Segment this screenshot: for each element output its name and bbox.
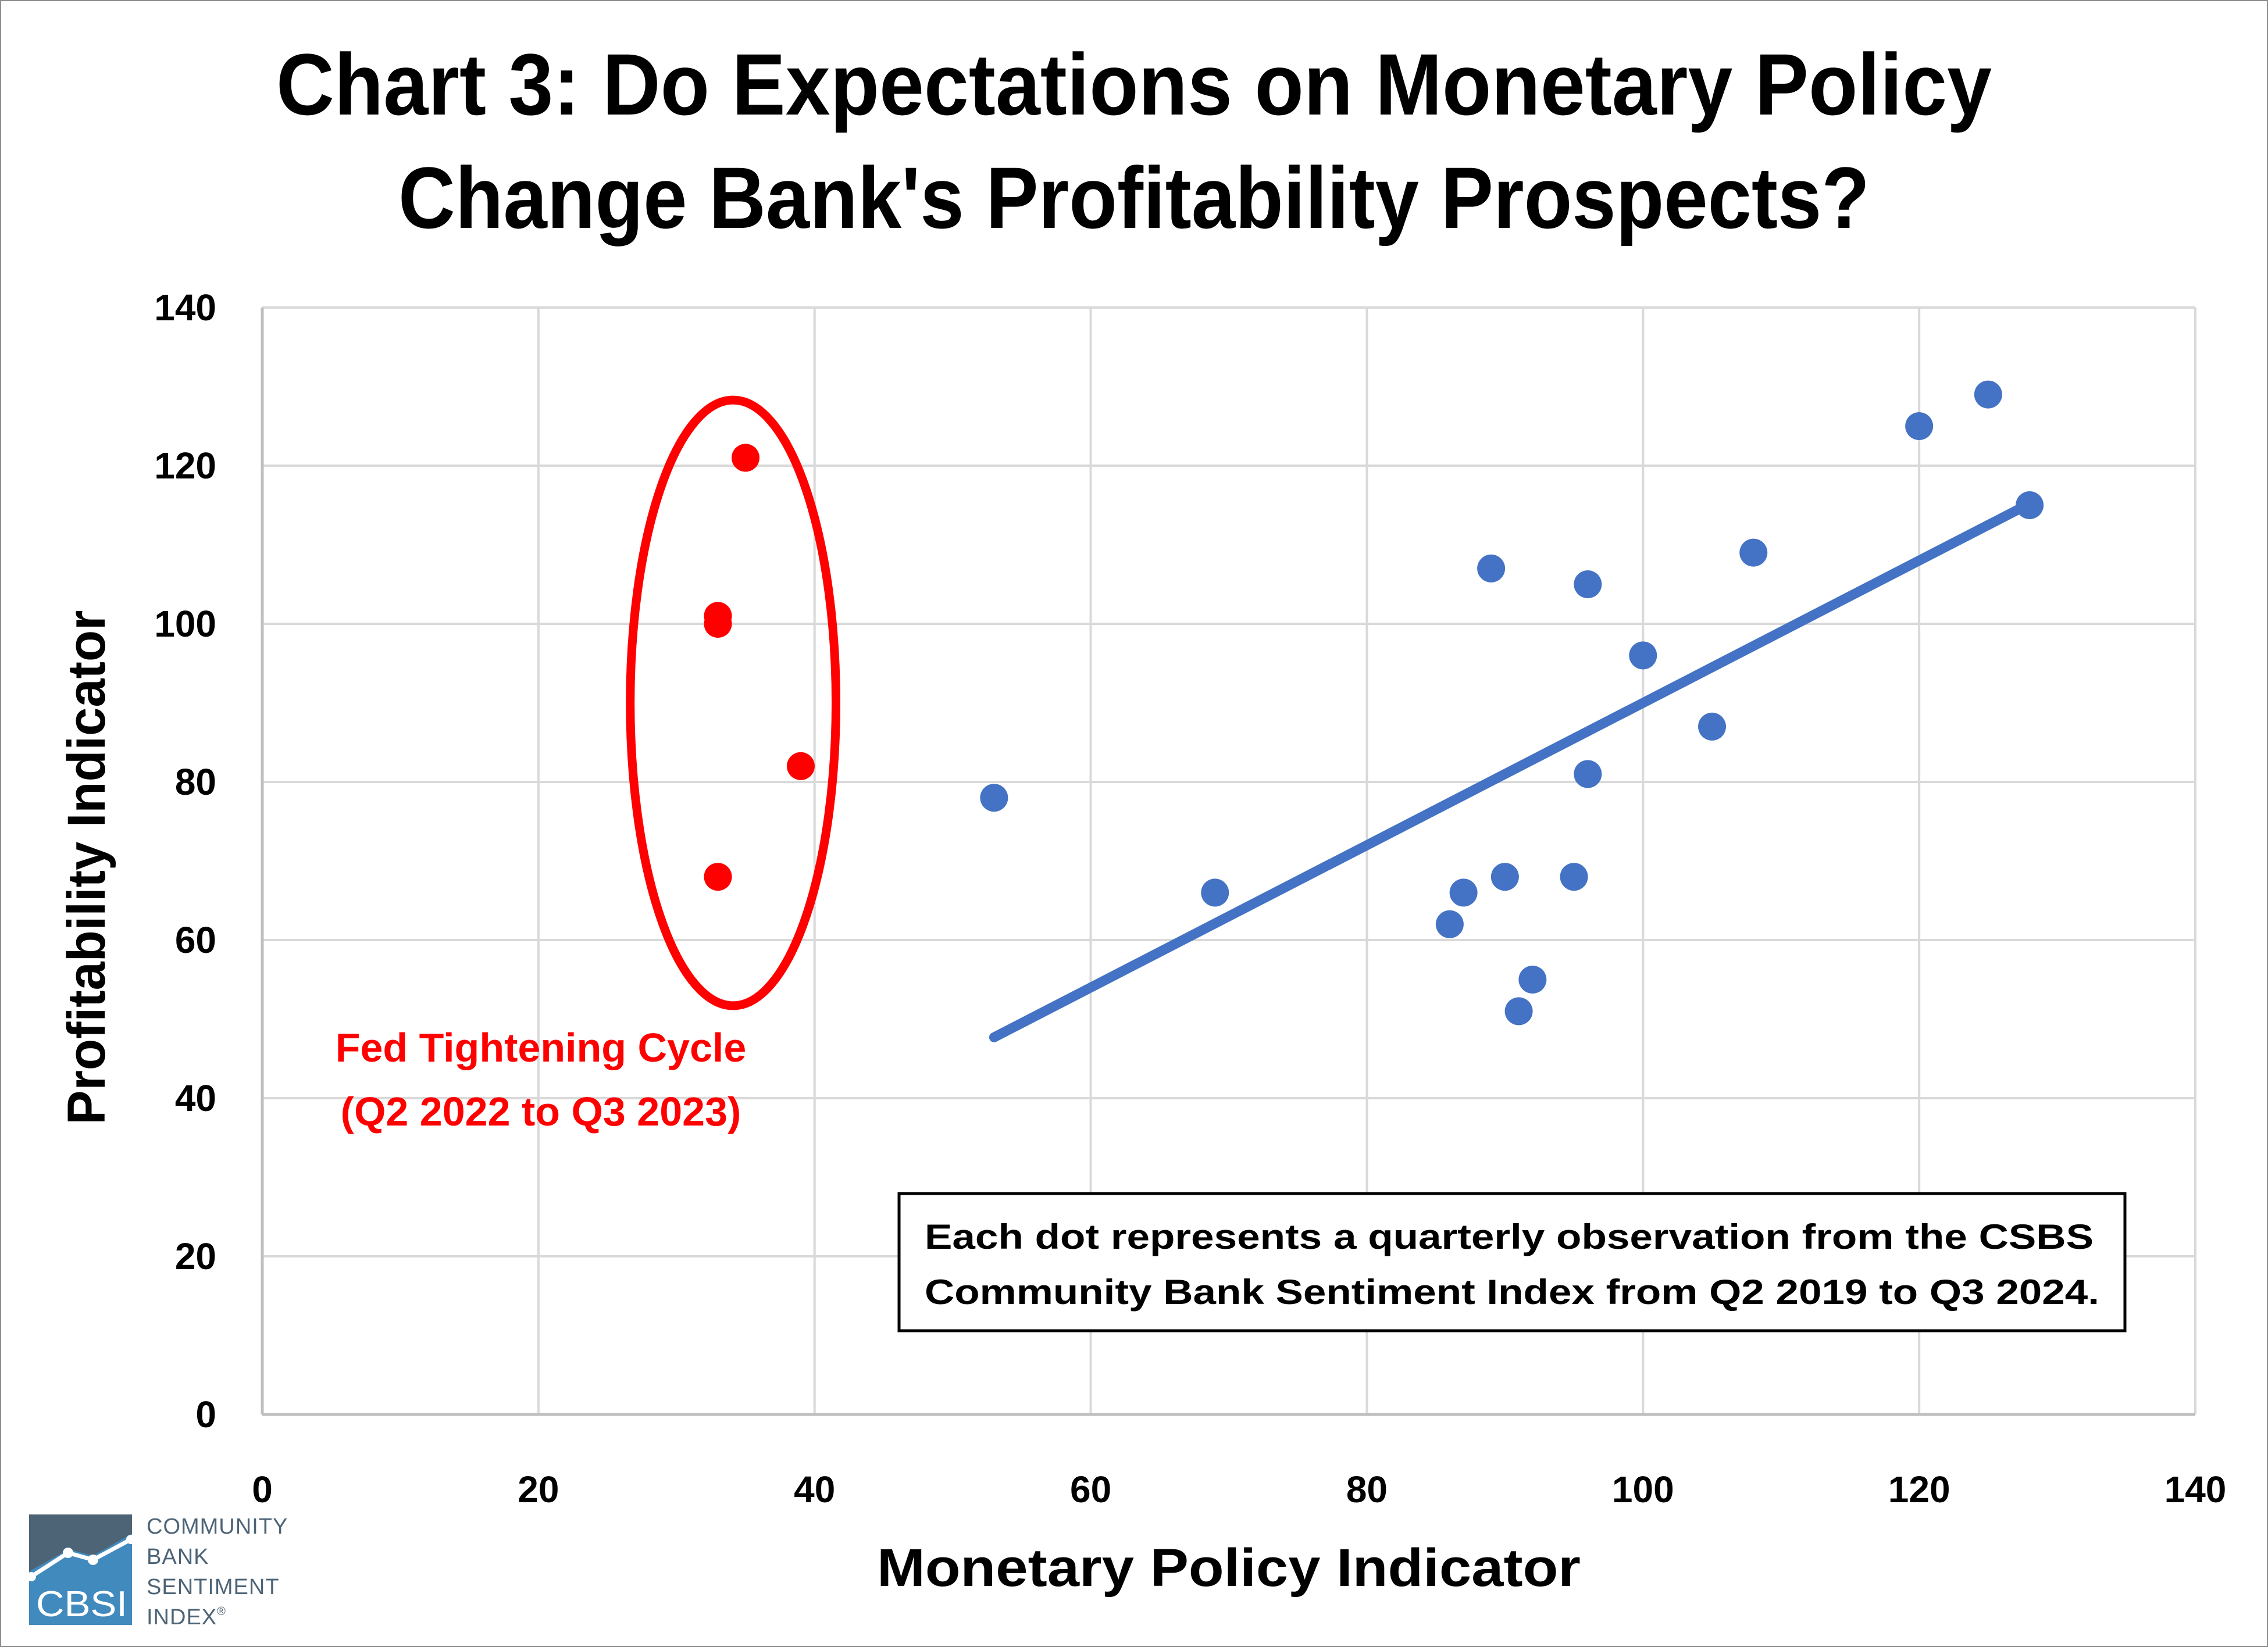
series-other-quarters — [980, 380, 2044, 1026]
y-axis-title: Profitability Indicator — [57, 610, 116, 1125]
blue-point-8 — [1560, 863, 1588, 891]
highlight-ellipse-group — [626, 395, 841, 1010]
trendline — [989, 498, 2035, 1042]
x-tick-label-100: 100 — [1612, 1469, 1674, 1510]
note-line-2: Community Bank Sentiment Index from Q2 2… — [925, 1273, 2099, 1312]
y-tick-label-80: 80 — [175, 761, 216, 803]
x-tick-label-140: 140 — [2164, 1469, 2227, 1510]
logo-line-4: INDEX® — [147, 1605, 226, 1630]
note-box-border — [897, 1192, 2127, 1332]
blue-point-1 — [1201, 878, 1229, 907]
blue-point-13 — [1739, 538, 1768, 567]
cbsi-logo-mark-icon — [27, 1514, 135, 1625]
blue-point-0 — [980, 784, 1008, 812]
red-point-4 — [704, 863, 732, 891]
x-tick-label-20: 20 — [518, 1469, 559, 1510]
highlight-ellipse — [626, 395, 841, 1010]
x-tick-label-80: 80 — [1346, 1469, 1388, 1510]
trendline-group — [989, 498, 2035, 1042]
blue-point-6 — [1504, 997, 1533, 1026]
chart-title-line-1: Chart 3: Do Expectations on Monetary Pol… — [276, 35, 1992, 133]
blue-point-12 — [1698, 712, 1726, 741]
y-tick-label-140: 140 — [154, 287, 216, 328]
blue-point-5 — [1490, 863, 1519, 891]
red-point-0 — [732, 444, 759, 472]
y-axis-tick-labels: 0 20 40 60 80 100 120 140 — [154, 287, 216, 1435]
logo-line-4-text: INDEX — [147, 1605, 217, 1630]
x-axis-tick-labels: 0 20 40 60 80 100 120 140 — [252, 1469, 2226, 1510]
chart-title: Chart 3: Do Expectations on Monetary Pol… — [276, 35, 1992, 246]
x-tick-label-60: 60 — [1070, 1469, 1111, 1510]
series-fed-tightening — [704, 444, 815, 891]
blue-point-3 — [1449, 878, 1478, 907]
y-tick-label-20: 20 — [175, 1235, 216, 1277]
cbsi-abbr: CBSI — [36, 1584, 127, 1624]
note-line-1: Each dot represents a quarterly observat… — [925, 1217, 2094, 1256]
red-point-3 — [786, 752, 815, 780]
blue-point-11 — [1629, 641, 1657, 670]
data-points — [704, 380, 2044, 1026]
blue-point-14 — [1905, 412, 1934, 440]
y-tick-label-100: 100 — [154, 603, 216, 645]
fed-annotation-line-2: (Q2 2022 to Q3 2023) — [341, 1089, 741, 1134]
x-tick-label-0: 0 — [252, 1469, 273, 1510]
blue-point-2 — [1435, 910, 1464, 938]
y-tick-label-0: 0 — [195, 1394, 216, 1435]
blue-point-4 — [1477, 554, 1506, 583]
y-tick-label-40: 40 — [175, 1077, 216, 1119]
blue-point-9 — [1574, 570, 1602, 598]
y-tick-label-60: 60 — [175, 919, 216, 961]
logo-line-3: SENTIMENT — [147, 1575, 280, 1599]
y-tick-label-120: 120 — [154, 445, 216, 487]
axes — [261, 308, 2195, 1416]
red-point-2 — [704, 610, 732, 638]
blue-point-16 — [2016, 491, 2044, 519]
fed-tightening-annotation: Fed Tightening Cycle (Q2 2022 to Q3 2023… — [336, 1025, 747, 1134]
logo-line-1: COMMUNITY — [147, 1514, 288, 1539]
x-axis-title: Monetary Policy Indicator — [877, 1538, 1581, 1598]
blue-point-7 — [1518, 966, 1547, 994]
x-tick-label-120: 120 — [1888, 1469, 1950, 1510]
cbsi-logo: CBSI COMMUNITY BANK SENTIMENT INDEX® — [27, 1514, 288, 1630]
logo-line-2: BANK — [147, 1545, 209, 1569]
x-tick-label-40: 40 — [794, 1469, 835, 1510]
note-box: Each dot represents a quarterly observat… — [897, 1192, 2127, 1332]
blue-point-10 — [1574, 760, 1602, 788]
chart-title-line-2: Change Bank's Profitability Prospects? — [398, 149, 1870, 246]
fed-annotation-line-1: Fed Tightening Cycle — [336, 1025, 747, 1070]
registered-mark: ® — [217, 1605, 226, 1618]
blue-point-15 — [1974, 380, 2002, 409]
